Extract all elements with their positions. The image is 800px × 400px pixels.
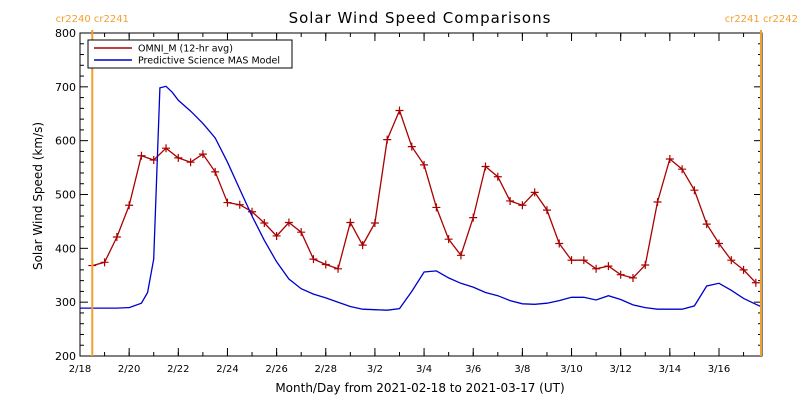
data-point-marker (346, 218, 355, 227)
series-line-omni (92, 108, 757, 284)
data-point-marker (653, 198, 662, 207)
data-point-marker (370, 219, 379, 228)
carrington-markers: cr2240 cr2241 cr2241 cr2242 (56, 14, 798, 356)
data-point-marker (481, 162, 490, 171)
data-point-marker (334, 264, 343, 273)
axes: 200 300 400 500 600 700 800 2/18 2/20 2/22 2/24 2/2… (55, 27, 762, 375)
y-tick-label: 400 (55, 242, 76, 255)
x-tick-label: 3/16 (708, 364, 730, 375)
legend-box (87, 39, 293, 69)
data-point-marker (162, 144, 171, 153)
series-line-mas-model (80, 85, 763, 311)
x-tick-label: 2/22 (167, 364, 189, 375)
data-point-marker (383, 135, 392, 144)
data-point-marker (641, 261, 650, 270)
data-point-marker (432, 203, 441, 212)
data-point-marker (690, 186, 699, 195)
data-point-marker (579, 256, 588, 265)
chart-title: Solar Wind Speed Comparisons (289, 9, 552, 27)
y-axis-label: Solar Wind Speed (km/s) (31, 122, 45, 270)
data-point-marker (358, 241, 367, 250)
y-tick-label: 300 (55, 296, 76, 309)
data-point-marker (616, 270, 625, 279)
data-point-marker (112, 233, 121, 242)
x-tick-label: 2/26 (265, 364, 287, 375)
carrington-label: cr2240 cr2241 (56, 14, 129, 25)
data-point-marker (149, 156, 158, 165)
x-tick-label: 3/12 (609, 364, 631, 375)
carrington-label: cr2241 cr2242 (725, 14, 798, 25)
data-point-marker (665, 154, 674, 163)
data-point-marker (444, 235, 453, 244)
x-tick-label: 3/8 (514, 364, 530, 375)
data-point-marker (284, 218, 293, 227)
data-point-marker (628, 273, 637, 282)
data-point-marker (518, 201, 527, 210)
data-point-marker (321, 260, 330, 269)
x-tick-label: 3/2 (367, 364, 383, 375)
data-point-marker (420, 160, 429, 169)
data-point-marker (456, 251, 465, 260)
x-tick-label: 2/24 (216, 364, 238, 375)
data-point-marker (211, 167, 220, 176)
data-point-marker (174, 153, 183, 162)
y-tick-label: 700 (55, 81, 76, 94)
data-point-marker (702, 220, 711, 229)
series-layer (80, 85, 763, 311)
data-point-marker (469, 213, 478, 222)
data-point-marker (542, 206, 551, 215)
data-point-marker (567, 256, 576, 265)
data-point-marker (407, 142, 416, 151)
data-point-marker (493, 172, 502, 181)
data-point-marker (137, 151, 146, 160)
data-point-marker (727, 256, 736, 265)
data-point-marker (592, 264, 601, 273)
data-point-marker (739, 265, 748, 274)
data-point-marker (186, 158, 195, 167)
x-axis-label: Month/Day from 2021-02-18 to 2021-03-17 … (275, 381, 564, 395)
data-point-marker (297, 228, 306, 237)
y-tick-label: 600 (55, 135, 76, 148)
legend-label: Predictive Science MAS Model (138, 56, 280, 67)
data-point-marker (235, 200, 244, 209)
y-tick-label: 500 (55, 189, 76, 202)
x-tick-label: 2/20 (118, 364, 140, 375)
data-point-marker (530, 188, 539, 197)
x-tick-label: 3/4 (416, 364, 432, 375)
legend: OMNI_M (12-hr avg)Predictive Science MAS… (87, 39, 293, 69)
x-tick-label: 3/14 (659, 364, 681, 375)
x-tick-label: 2/18 (69, 364, 91, 375)
data-point-marker (506, 196, 515, 205)
x-tick-label: 2/28 (315, 364, 337, 375)
y-tick-label: 800 (55, 27, 76, 40)
legend-label: OMNI_M (12-hr avg) (138, 44, 233, 55)
data-point-marker (678, 165, 687, 174)
data-point-marker (198, 150, 207, 159)
x-tick-label: 3/6 (465, 364, 481, 375)
data-point-marker (260, 219, 269, 228)
data-point-marker (272, 231, 281, 240)
data-point-marker (714, 239, 723, 248)
data-point-marker (555, 239, 564, 248)
data-point-marker (125, 201, 134, 210)
x-tick-label: 3/10 (560, 364, 582, 375)
data-point-marker (309, 255, 318, 264)
data-point-marker (751, 278, 760, 287)
y-tick-label: 200 (55, 350, 76, 363)
data-point-marker (223, 198, 232, 207)
data-point-marker (604, 262, 613, 271)
data-point-marker (100, 258, 109, 267)
data-point-marker (395, 106, 404, 115)
